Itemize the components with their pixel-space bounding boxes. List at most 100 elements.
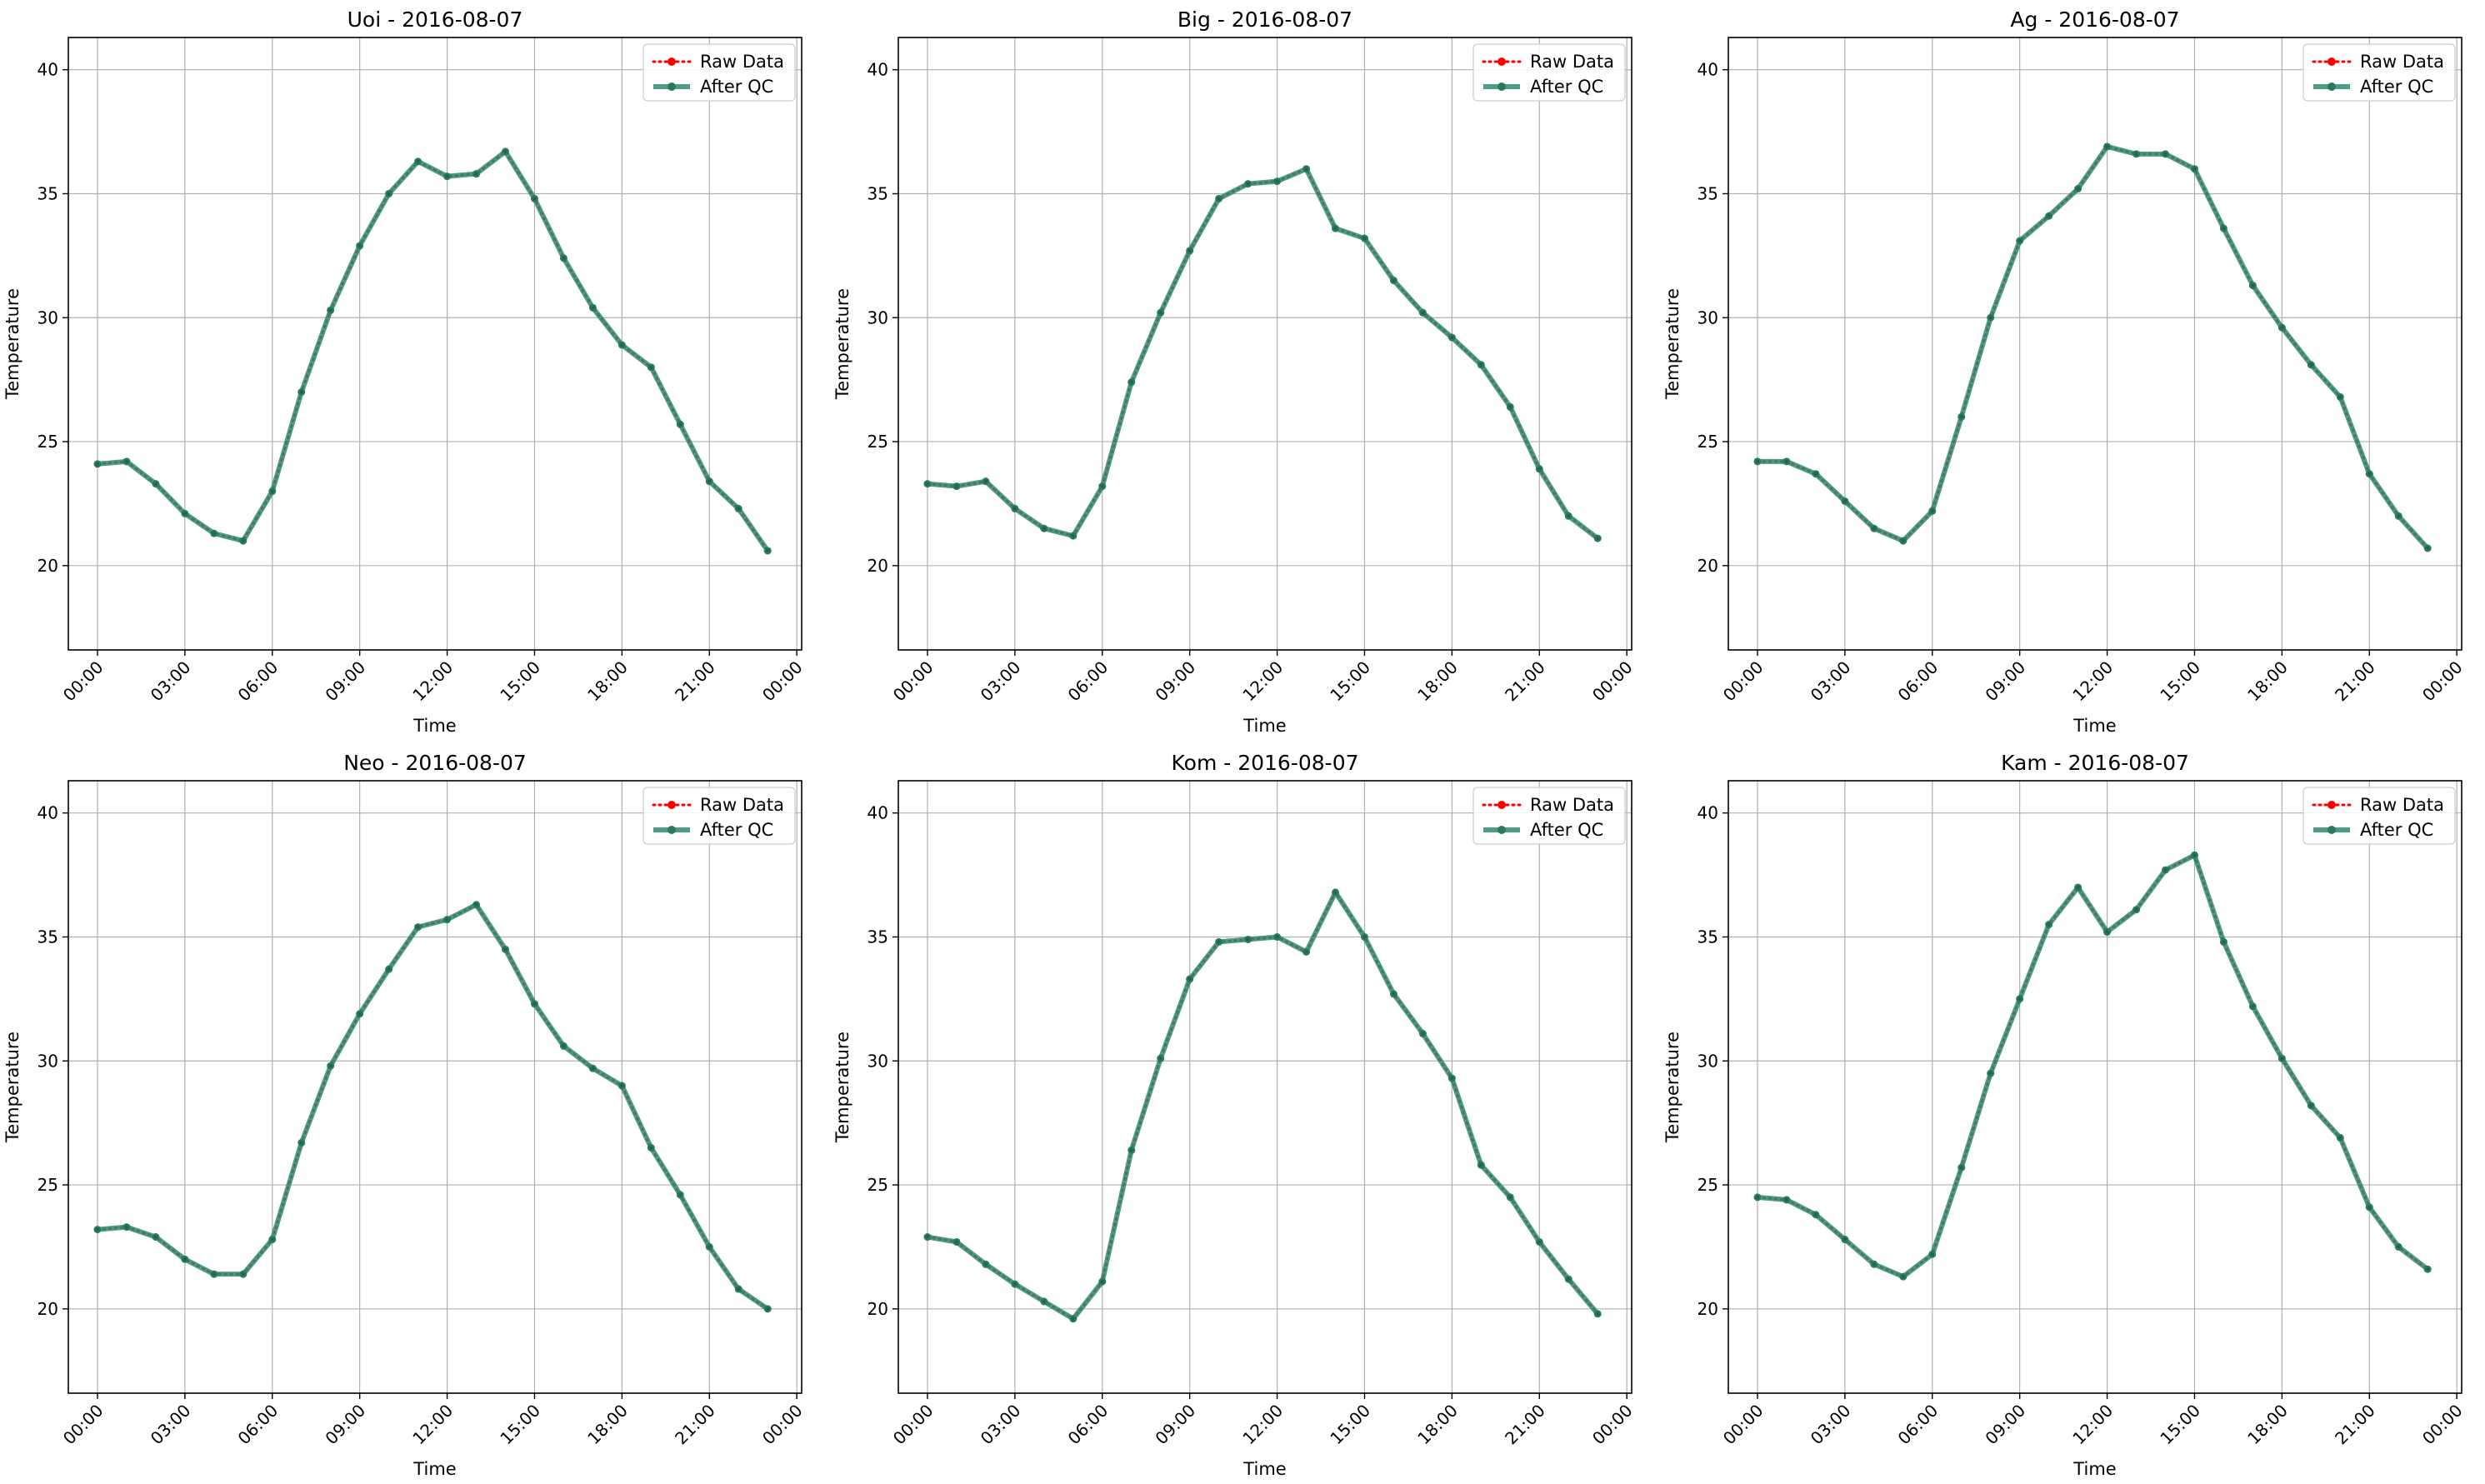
y-axis-label: Temperature [832, 288, 852, 400]
raw-data-point [1129, 1148, 1133, 1152]
legend-raw-marker [1498, 57, 1506, 66]
raw-data-point [2047, 214, 2051, 218]
axes-frame [898, 780, 1632, 1394]
raw-data-point [1421, 311, 1425, 315]
raw-data-point [2222, 227, 2226, 231]
raw-data-point [153, 1235, 158, 1239]
y-tick-label: 40 [868, 60, 888, 80]
raw-data-point [1567, 514, 1571, 518]
y-tick-label: 20 [38, 556, 58, 576]
raw-data-line [96, 149, 769, 552]
raw-data-point [2338, 1136, 2342, 1140]
raw-data-point [708, 479, 712, 483]
y-axis-label: Temperature [2, 288, 22, 400]
legend-qc-label: After QC [700, 820, 773, 840]
raw-data-point [1901, 539, 1905, 543]
x-tick-label: 15:00 [1326, 1401, 1374, 1449]
raw-data-point [1988, 1072, 1992, 1076]
raw-data-point [2134, 152, 2138, 156]
y-tick-label: 40 [1698, 803, 1718, 823]
axes-frame [68, 780, 802, 1394]
raw-data-point [2280, 1057, 2284, 1061]
raw-data-point [1508, 1195, 1512, 1199]
raw-data-point [2309, 1103, 2313, 1107]
legend-qc-label: After QC [2360, 820, 2433, 840]
raw-data-point [1508, 405, 1512, 409]
raw-data-point [2397, 514, 2401, 518]
legend-qc-marker [2328, 826, 2336, 834]
y-tick-label: 20 [1698, 1299, 1718, 1319]
raw-data-point [954, 1240, 958, 1244]
x-tick-label: 15:00 [496, 657, 544, 706]
raw-data-point [2426, 546, 2430, 550]
axes-frame [1728, 37, 2462, 651]
y-tick-label: 20 [868, 1299, 888, 1319]
raw-data-point [562, 256, 566, 260]
x-tick-label: 00:00 [2418, 1401, 2467, 1449]
raw-data-point [474, 172, 478, 176]
raw-data-point [95, 1227, 99, 1232]
raw-data-point [1567, 1277, 1571, 1282]
raw-data-point [2163, 868, 2168, 872]
raw-data-point [1304, 167, 1308, 171]
x-tick-label: 00:00 [1588, 657, 1637, 706]
raw-data-point [387, 967, 391, 972]
raw-data-point [1071, 534, 1075, 538]
legend: Raw Data After QC [2302, 787, 2456, 845]
raw-data-point [1362, 237, 1367, 241]
raw-data-point [2076, 187, 2080, 191]
raw-data-point [1450, 1077, 1454, 1081]
raw-data-point [649, 1146, 653, 1150]
raw-data-point [1901, 1275, 1905, 1279]
y-tick-label: 40 [1698, 60, 1718, 80]
raw-data-point [2397, 1245, 2401, 1249]
raw-data-point [2309, 362, 2313, 367]
legend-raw-marker [2328, 801, 2336, 809]
raw-data-point [678, 1192, 682, 1197]
raw-data-point [1988, 316, 1992, 320]
x-tick-label: 00:00 [889, 657, 938, 706]
raw-data-point [182, 512, 187, 516]
x-tick-label: 00:00 [1719, 1401, 1768, 1449]
raw-data-point [1813, 472, 1818, 476]
chart-title: Kom - 2016-08-07 [1172, 751, 1359, 775]
x-tick-label: 03:00 [1807, 657, 1855, 706]
raw-data-point [532, 1002, 537, 1006]
legend-raw-marker [668, 57, 676, 66]
y-tick-label: 35 [868, 183, 888, 203]
raw-data-point [328, 308, 332, 312]
raw-data-point [1304, 950, 1308, 954]
legend-qc-marker [668, 82, 676, 91]
raw-data-point [124, 1225, 128, 1229]
raw-data-point [678, 422, 682, 427]
raw-data-point [212, 1272, 216, 1277]
y-tick-label: 30 [1698, 307, 1718, 327]
raw-data-point [1071, 1317, 1075, 1321]
raw-data-point [1246, 937, 1250, 942]
y-tick-label: 20 [1698, 556, 1718, 576]
raw-data-point [1158, 1057, 1162, 1061]
x-tick-label: 09:00 [321, 657, 369, 706]
legend-raw-marker [668, 801, 676, 809]
x-tick-label: 18:00 [2243, 657, 2292, 706]
raw-data-point [1930, 1252, 1934, 1257]
raw-data-point [1784, 1197, 1788, 1202]
subplot-2: 20 25 30 35 40 00:00 03:00 06:00 09:00 12:00 15:00… [832, 7, 1637, 736]
x-tick-label: 00:00 [1588, 1401, 1637, 1449]
raw-data-point [708, 1245, 712, 1249]
raw-data-point [983, 1262, 988, 1267]
legend-raw-label: Raw Data [1530, 52, 1614, 72]
raw-data-point [2192, 167, 2197, 171]
axes-frame [68, 37, 802, 651]
raw-data-point [416, 159, 420, 163]
x-axis-label: Time [1242, 716, 1286, 736]
x-tick-label: 00:00 [59, 657, 108, 706]
raw-data-point [1129, 380, 1133, 384]
x-tick-label: 21:00 [671, 657, 719, 706]
legend-qc-label: After QC [1530, 77, 1603, 97]
raw-data-point [503, 947, 508, 952]
raw-data-point [954, 484, 958, 488]
raw-data-point [1217, 940, 1221, 944]
raw-data-point [2047, 922, 2051, 927]
